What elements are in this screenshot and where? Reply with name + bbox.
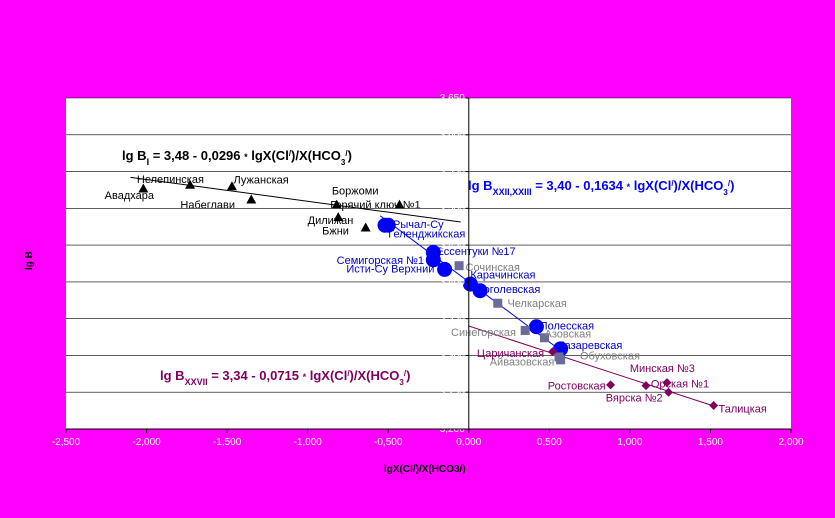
x-tick-label: -2,000	[132, 437, 161, 448]
point-triangle	[185, 179, 196, 189]
data-points	[138, 179, 719, 410]
x-tick-label: 1,500	[698, 437, 723, 448]
point-square	[556, 355, 566, 365]
point-label: Лужанская	[234, 175, 289, 187]
point-label: Рычал-Су	[393, 219, 444, 231]
point-triangle	[138, 183, 149, 193]
point-label: Азовская	[545, 328, 592, 340]
point-label: Семигорская №1	[337, 255, 424, 267]
point-label: Синегорская	[451, 327, 516, 339]
point-diamond	[641, 381, 651, 391]
point-circle	[437, 261, 453, 277]
y-tick-label: 3,500	[440, 203, 465, 214]
point-label: Нелепинская	[137, 174, 204, 186]
point-diamond	[709, 400, 719, 410]
point-label: Челкарская	[507, 298, 566, 310]
point-label: Дилижан	[308, 215, 354, 227]
point-diamond	[548, 347, 558, 357]
point-label: Вярска №2	[606, 392, 663, 404]
point-label: Ростовская	[548, 381, 606, 393]
x-tick-label: 1,000	[617, 437, 642, 448]
point-label: Царичанская	[477, 348, 544, 360]
point-label: Исти-Су Верхний	[346, 264, 434, 276]
y-tick-label: 3,350	[440, 314, 465, 325]
point-label: Минская №3	[630, 363, 695, 375]
point-square	[520, 325, 530, 335]
x-tick-label: -1,000	[293, 437, 322, 448]
point-circle	[380, 217, 396, 233]
point-label: Айвазовская	[490, 356, 555, 368]
axis-ticks: 3,2003,2503,3003,3503,4003,4503,5003,550…	[52, 93, 804, 448]
x-tick-label: 2,000	[778, 437, 803, 448]
point-diamond	[606, 380, 616, 390]
y-tick-label: 3,400	[440, 277, 465, 288]
point-label: Горячий ключ №1	[330, 200, 420, 212]
point-label: Талицкая	[719, 403, 767, 415]
trend-line-series-1	[130, 176, 461, 223]
point-triangle	[394, 199, 405, 209]
trend-line-series-4	[468, 325, 714, 407]
point-label: Боржоми	[332, 186, 379, 198]
point-label: Полесская	[540, 320, 594, 332]
point-label: Ессентуки №17	[437, 246, 516, 258]
x-tick-label: -0,500	[374, 437, 403, 448]
point-triangle	[226, 181, 237, 191]
point-label: Бжни	[322, 225, 349, 237]
equation-series-1: lg BI = 3,48 - 0,0296 * lgX(Cl/)/X(HCO3/…	[122, 148, 352, 167]
point-diamond	[662, 378, 672, 388]
point-square	[493, 298, 503, 308]
y-tick-label: 3,600	[440, 130, 465, 141]
point-labels: Авадхара Нелепинская Лужанская Набеглави Бор…	[105, 174, 767, 415]
x-tick-label: 0,500	[537, 437, 562, 448]
point-triangle	[331, 199, 342, 209]
y-tick-label: 3,450	[440, 240, 465, 251]
y-tick-label: 3,550	[440, 167, 465, 178]
y-tick-label: 3,300	[440, 350, 465, 361]
point-square	[454, 261, 464, 271]
equation-series-4: lg BXXVII = 3,34 - 0,0715 * lgX(Cl/)/X(H…	[160, 368, 410, 387]
point-label: Лазаревская	[557, 340, 622, 352]
point-label: Авадхара	[105, 190, 155, 202]
x-tick-label: 0,000	[456, 437, 481, 448]
point-label: Геленджикская	[388, 228, 465, 240]
equation-series-2: lg BXXII,XXIII = 3,40 - 0,1634 * lgX(Cl/…	[468, 178, 734, 197]
point-diamond	[664, 387, 674, 397]
point-triangle	[246, 194, 257, 204]
point-square	[540, 333, 549, 343]
point-label: Сочинская	[466, 262, 520, 274]
y-axis-title: lg B	[24, 251, 35, 270]
point-label: Орская №1	[651, 378, 709, 390]
point-circle	[528, 319, 544, 335]
y-tick-label: 3,650	[440, 93, 465, 104]
y-tick-label: 3,250	[440, 387, 465, 398]
point-circle	[425, 252, 441, 268]
x-axis-title: lgX(Cl/)/X(HCO3/)	[384, 464, 466, 475]
point-label: Обуховская	[580, 350, 640, 362]
point-label: Набеглави	[180, 200, 235, 212]
point-triangle	[333, 212, 344, 222]
point-label: Гоголевская	[478, 284, 540, 296]
point-circle	[472, 283, 488, 299]
x-tick-label: -2,500	[52, 437, 81, 448]
point-label: Карачинская	[470, 270, 535, 282]
x-tick-label: -1,500	[213, 437, 242, 448]
gridlines	[66, 97, 791, 393]
point-triangle	[360, 222, 371, 232]
